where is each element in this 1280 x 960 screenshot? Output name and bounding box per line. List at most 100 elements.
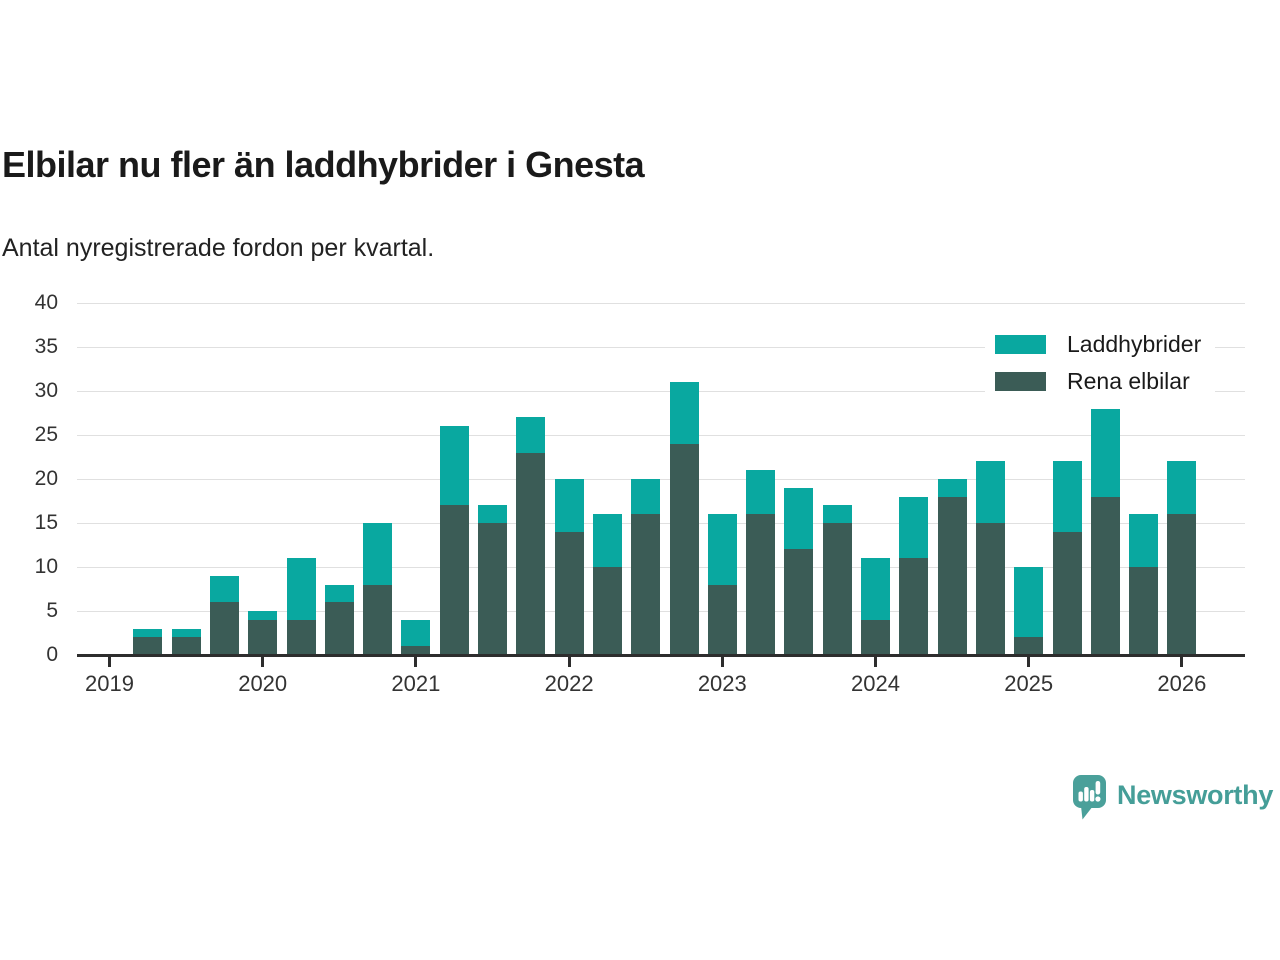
bar-segment-rena-elbilar — [478, 523, 507, 655]
bar-segment-rena-elbilar — [363, 584, 393, 655]
newsworthy-logo-icon — [1073, 775, 1106, 820]
bar-segment-rena-elbilar — [1014, 637, 1044, 655]
bar-segment-laddhybrider — [631, 479, 661, 515]
bar-segment-laddhybrider — [133, 628, 163, 638]
bar-segment-rena-elbilar — [975, 523, 1005, 655]
legend-swatch-laddhybrider — [995, 334, 1046, 354]
bar-segment-laddhybrider — [363, 523, 393, 585]
x-axis-label-2020: 2020 — [238, 671, 288, 696]
bar-segment-laddhybrider — [784, 487, 814, 550]
chart-title: Elbilar nu fler än laddhybrider i Gnesta — [2, 144, 645, 185]
bar-segment-laddhybrider — [1167, 461, 1197, 515]
bar-segment-laddhybrider — [401, 619, 431, 647]
gridline-y20 — [77, 478, 1245, 480]
bar-segment-rena-elbilar — [899, 558, 929, 655]
bar-segment-laddhybrider — [937, 479, 967, 497]
x-axis-tick-2022 — [567, 657, 571, 667]
newsworthy-logo-text: Newsworthy — [1117, 780, 1274, 810]
bar-segment-laddhybrider — [516, 417, 546, 453]
legend-item-rena-elbilar: Rena elbilar — [995, 367, 1201, 395]
bar-segment-rena-elbilar — [133, 637, 163, 655]
gridline-y5 — [77, 610, 1245, 612]
x-axis-tick-2025 — [1027, 657, 1031, 667]
x-axis-label-2024: 2024 — [851, 671, 900, 696]
bar-segment-rena-elbilar — [401, 646, 431, 655]
gridline-y15 — [77, 522, 1245, 524]
y-axis-label: 10 — [34, 555, 58, 578]
legend-item-laddhybrider: Laddhybrider — [995, 330, 1201, 358]
bar-segment-laddhybrider — [1014, 567, 1044, 638]
x-axis-tick-2023 — [720, 657, 724, 667]
gridline-y25 — [77, 434, 1245, 436]
bar-segment-rena-elbilar — [631, 514, 661, 655]
bar-segment-rena-elbilar — [209, 602, 239, 655]
bar-segment-rena-elbilar — [324, 602, 354, 655]
bar-segment-laddhybrider — [1052, 461, 1082, 532]
bar-segment-rena-elbilar — [861, 619, 890, 655]
y-axis-label: 40 — [34, 291, 58, 314]
x-axis-tick-2019 — [108, 657, 111, 667]
bar-segment-laddhybrider — [439, 426, 469, 506]
legend-label-rena-elbilar: Rena elbilar — [1067, 367, 1190, 394]
x-axis-tick-2026 — [1180, 657, 1184, 667]
bar-segment-laddhybrider — [554, 479, 584, 532]
gridline-y35 — [77, 346, 1245, 348]
bar-segment-laddhybrider — [478, 505, 507, 523]
y-axis-label: 25 — [34, 423, 58, 446]
x-axis-tick-2024 — [874, 657, 877, 667]
x-axis-label-2019: 2019 — [85, 671, 134, 696]
bar-segment-rena-elbilar — [1167, 514, 1197, 655]
bar-segment-laddhybrider — [171, 628, 201, 638]
bar-segment-rena-elbilar — [286, 619, 316, 655]
bar-segment-laddhybrider — [669, 382, 699, 444]
x-axis-label-2022: 2022 — [544, 671, 594, 696]
chart-legend: Laddhybrider Rena elbilar — [985, 324, 1216, 401]
bar-segment-rena-elbilar — [822, 523, 852, 655]
y-axis-label: 5 — [46, 599, 58, 622]
y-axis-label: 35 — [34, 335, 58, 358]
bar-segment-laddhybrider — [209, 575, 239, 603]
newsworthy-logo: Newsworthy — [1072, 774, 1273, 822]
x-axis-tick-2020 — [261, 657, 265, 667]
bar-segment-rena-elbilar — [171, 637, 201, 655]
bar-segment-rena-elbilar — [592, 567, 622, 655]
bar-segment-rena-elbilar — [516, 452, 546, 655]
bar-segment-laddhybrider — [899, 496, 929, 559]
bar-segment-rena-elbilar — [248, 619, 278, 655]
bar-segment-laddhybrider — [1129, 514, 1159, 567]
x-axis-label-2023: 2023 — [697, 671, 747, 696]
x-axis-label-2025: 2025 — [1004, 671, 1054, 696]
chart-subtitle: Antal nyregistrerade fordon per kvartal. — [2, 234, 435, 262]
bar-segment-laddhybrider — [707, 514, 737, 585]
bar-segment-laddhybrider — [324, 584, 354, 603]
x-axis-line — [77, 654, 1245, 657]
legend-label-laddhybrider: Laddhybrider — [1067, 330, 1202, 357]
y-axis-label: 30 — [34, 379, 58, 402]
bar-segment-rena-elbilar — [1090, 496, 1120, 655]
bar-segment-rena-elbilar — [746, 514, 776, 655]
bar-segment-rena-elbilar — [554, 531, 584, 655]
bar-segment-laddhybrider — [1090, 408, 1120, 497]
bar-segment-rena-elbilar — [439, 505, 469, 655]
bar-segment-laddhybrider — [861, 558, 890, 620]
bar-segment-rena-elbilar — [707, 584, 737, 655]
gridline-y40 — [77, 302, 1245, 304]
x-axis-tick-2021 — [414, 657, 418, 667]
y-axis-label: 20 — [34, 467, 58, 490]
gridline-y30 — [77, 390, 1245, 392]
bar-segment-laddhybrider — [822, 505, 852, 523]
bar-segment-laddhybrider — [975, 461, 1005, 523]
y-axis-label: 15 — [34, 511, 58, 534]
legend-swatch-rena-elbilar — [995, 371, 1046, 391]
gridline-y10 — [77, 566, 1245, 568]
bar-segment-rena-elbilar — [937, 496, 967, 655]
x-axis-label-2021: 2021 — [391, 671, 441, 696]
bar-segment-rena-elbilar — [1129, 567, 1159, 655]
y-axis-label: 0 — [46, 643, 58, 666]
bar-segment-rena-elbilar — [669, 443, 699, 655]
bar-segment-laddhybrider — [286, 558, 316, 620]
bar-segment-laddhybrider — [248, 611, 278, 620]
bar-segment-rena-elbilar — [1052, 531, 1082, 655]
